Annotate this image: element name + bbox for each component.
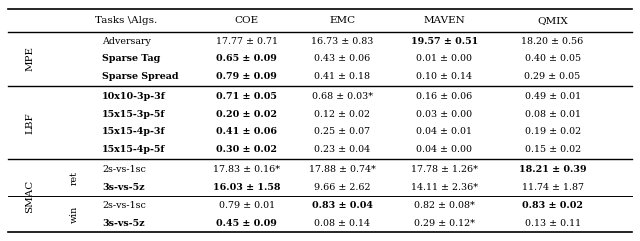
Text: 0.10 ± 0.14: 0.10 ± 0.14	[416, 72, 472, 81]
Text: 14.11 ± 2.36*: 14.11 ± 2.36*	[411, 183, 478, 192]
Text: 0.03 ± 0.00: 0.03 ± 0.00	[416, 110, 472, 119]
Text: MAVEN: MAVEN	[424, 16, 465, 25]
Text: 0.12 ± 0.02: 0.12 ± 0.02	[314, 110, 371, 119]
Text: Sparse Tag: Sparse Tag	[102, 54, 160, 63]
Text: 0.08 ± 0.14: 0.08 ± 0.14	[314, 219, 371, 228]
Text: 0.83 ± 0.02: 0.83 ± 0.02	[522, 201, 583, 210]
Text: 18.21 ± 0.39: 18.21 ± 0.39	[519, 165, 586, 174]
Text: MPE: MPE	[26, 47, 35, 72]
Text: 10x10-3p-3f: 10x10-3p-3f	[102, 92, 166, 101]
Text: 0.82 ± 0.08*: 0.82 ± 0.08*	[414, 201, 475, 210]
Text: Adversary: Adversary	[102, 37, 151, 46]
Text: 0.71 ± 0.05: 0.71 ± 0.05	[216, 92, 277, 101]
Text: 0.83 ± 0.04: 0.83 ± 0.04	[312, 201, 373, 210]
Text: 17.83 ± 0.16*: 17.83 ± 0.16*	[213, 165, 280, 174]
Text: 0.23 ± 0.04: 0.23 ± 0.04	[314, 145, 371, 154]
Text: 0.79 ± 0.09: 0.79 ± 0.09	[216, 72, 277, 81]
Text: 0.65 ± 0.09: 0.65 ± 0.09	[216, 54, 277, 63]
Text: 0.04 ± 0.01: 0.04 ± 0.01	[416, 127, 472, 136]
Text: EMC: EMC	[329, 16, 355, 25]
Text: 2s-vs-1sc: 2s-vs-1sc	[102, 165, 146, 174]
Text: 11.74 ± 1.87: 11.74 ± 1.87	[522, 183, 584, 192]
Text: 0.15 ± 0.02: 0.15 ± 0.02	[525, 145, 580, 154]
Text: ret: ret	[70, 171, 79, 185]
Text: 0.43 ± 0.06: 0.43 ± 0.06	[314, 54, 371, 63]
Text: 0.01 ± 0.00: 0.01 ± 0.00	[416, 54, 472, 63]
Text: 16.03 ± 1.58: 16.03 ± 1.58	[213, 183, 280, 192]
Text: 0.16 ± 0.06: 0.16 ± 0.06	[416, 92, 472, 101]
Text: 15x15-3p-5f: 15x15-3p-5f	[102, 110, 166, 119]
Text: 17.88 ± 0.74*: 17.88 ± 0.74*	[309, 165, 376, 174]
Text: 0.41 ± 0.18: 0.41 ± 0.18	[314, 72, 371, 81]
Text: 15x15-4p-3f: 15x15-4p-3f	[102, 127, 166, 136]
Text: 0.40 ± 0.05: 0.40 ± 0.05	[525, 54, 580, 63]
Text: 0.49 ± 0.01: 0.49 ± 0.01	[525, 92, 580, 101]
Text: 17.78 ± 1.26*: 17.78 ± 1.26*	[411, 165, 477, 174]
Text: 3s-vs-5z: 3s-vs-5z	[102, 183, 145, 192]
Text: Sparse Spread: Sparse Spread	[102, 72, 179, 81]
Text: 15x15-4p-5f: 15x15-4p-5f	[102, 145, 166, 154]
Text: QMIX: QMIX	[537, 16, 568, 25]
Text: 16.73 ± 0.83: 16.73 ± 0.83	[311, 37, 374, 46]
Text: 0.08 ± 0.01: 0.08 ± 0.01	[525, 110, 580, 119]
Text: 0.29 ± 0.05: 0.29 ± 0.05	[524, 72, 580, 81]
Text: 0.19 ± 0.02: 0.19 ± 0.02	[525, 127, 580, 136]
Text: 19.57 ± 0.51: 19.57 ± 0.51	[411, 37, 478, 46]
Text: 0.20 ± 0.02: 0.20 ± 0.02	[216, 110, 277, 119]
Text: Tasks \Algs.: Tasks \Algs.	[95, 16, 157, 25]
Text: 0.41 ± 0.06: 0.41 ± 0.06	[216, 127, 277, 136]
Text: 3s-vs-5z: 3s-vs-5z	[102, 219, 145, 228]
Text: 0.25 ± 0.07: 0.25 ± 0.07	[314, 127, 371, 136]
Text: 17.77 ± 0.71: 17.77 ± 0.71	[216, 37, 278, 46]
Text: 0.45 ± 0.09: 0.45 ± 0.09	[216, 219, 277, 228]
Text: 0.29 ± 0.12*: 0.29 ± 0.12*	[413, 219, 475, 228]
Text: 0.13 ± 0.11: 0.13 ± 0.11	[525, 219, 580, 228]
Text: LBF: LBF	[26, 112, 35, 134]
Text: 0.79 ± 0.01: 0.79 ± 0.01	[219, 201, 275, 210]
Text: COE: COE	[235, 16, 259, 25]
Text: 0.68 ± 0.03*: 0.68 ± 0.03*	[312, 92, 373, 101]
Text: 18.20 ± 0.56: 18.20 ± 0.56	[522, 37, 584, 46]
Text: 2s-vs-1sc: 2s-vs-1sc	[102, 201, 146, 210]
Text: SMAC: SMAC	[26, 180, 35, 213]
Text: 0.04 ± 0.00: 0.04 ± 0.00	[416, 145, 472, 154]
Text: 9.66 ± 2.62: 9.66 ± 2.62	[314, 183, 371, 192]
Text: 0.30 ± 0.02: 0.30 ± 0.02	[216, 145, 277, 154]
Text: win: win	[70, 206, 79, 223]
